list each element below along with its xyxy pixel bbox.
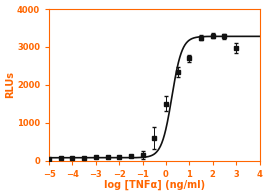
X-axis label: log [TNFα] (ng/ml): log [TNFα] (ng/ml) (104, 180, 205, 191)
Y-axis label: RLUs: RLUs (6, 71, 16, 98)
